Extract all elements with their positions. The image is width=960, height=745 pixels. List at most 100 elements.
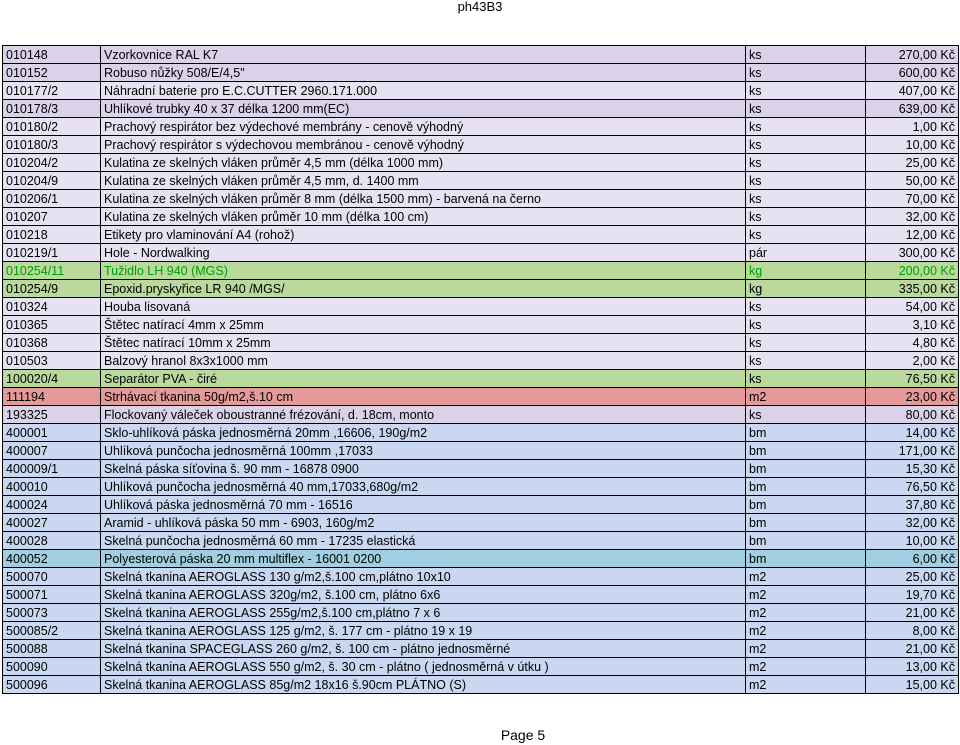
item-price-cell: 300,00 Kč (865, 243, 959, 262)
item-code-cell: 400007 (2, 441, 101, 460)
item-code-cell: 500073 (2, 603, 101, 622)
item-price-cell: 50,00 Kč (865, 171, 959, 190)
table-row: 400024 Uhlíková páska jednosměrná 70 mm -… (2, 495, 959, 514)
table-row: 010204/2 Kulatina ze skelných vláken prům… (2, 153, 959, 172)
table-row: 100020/4 Separátor PVA - čiré ks 76,50 Kč (2, 369, 959, 388)
item-unit-cell: ks (745, 297, 866, 316)
item-code-cell: 010180/3 (2, 135, 101, 154)
table-row: 010365 Štětec natírací 4mm x 25mm ks 3,10 K… (2, 315, 959, 334)
item-name-cell: Kulatina ze skelných vláken průměr 4,5 m… (100, 153, 746, 172)
item-name-cell: Skelná punčocha jednosměrná 60 mm - 1723… (100, 531, 746, 550)
item-unit-cell: ks (745, 189, 866, 208)
item-price-cell: 6,00 Kč (865, 549, 959, 568)
item-code-cell: 500070 (2, 567, 101, 586)
item-unit-cell: ks (745, 63, 866, 82)
item-price-cell: 21,00 Kč (865, 639, 959, 658)
table-row: 400010 Uhlíková punčocha jednosměrná 40 m… (2, 477, 959, 496)
item-unit-cell: ks (745, 81, 866, 100)
item-unit-cell: m2 (745, 639, 866, 658)
item-code-cell: 400027 (2, 513, 101, 532)
item-code-cell: 400024 (2, 495, 101, 514)
item-code-cell: 500085/2 (2, 621, 101, 640)
table-row: 010180/3 Prachový respirátor s výdechovou… (2, 135, 959, 154)
item-name-cell: Uhlíková punčocha jednosměrná 40 mm,1703… (100, 477, 746, 496)
item-price-cell: 32,00 Kč (865, 207, 959, 226)
item-name-cell: Skelná tkanina AEROGLASS 130 g/m2,š.100 … (100, 567, 746, 586)
item-price-cell: 2,00 Kč (865, 351, 959, 370)
table-row: 010254/9 Epoxid.pryskyřice LR 940 /MGS/kg… (2, 279, 959, 298)
table-row: 010324 Houba lisovaná ks 54,00 Kč (2, 297, 959, 316)
table-row: 010218 Etikety pro vlaminování A4 (rohož)… (2, 225, 959, 244)
item-unit-cell: kg (745, 261, 866, 280)
item-name-cell: Uhlíkové trubky 40 x 37 délka 1200 mm(EC… (100, 99, 746, 118)
item-price-cell: 171,00 Kč (865, 441, 959, 460)
item-unit-cell: m2 (745, 585, 866, 604)
item-unit-cell: bm (745, 549, 866, 568)
table-row: 010148 Vzorkovnice RAL K7 ks 270,00 Kč (2, 45, 959, 64)
item-code-cell: 010178/3 (2, 99, 101, 118)
item-name-cell: Polyesterová páska 20 mm multiflex - 160… (100, 549, 746, 568)
item-name-cell: Náhradní baterie pro E.C.CUTTER 2960.171… (100, 81, 746, 100)
item-price-cell: 23,00 Kč (865, 387, 959, 406)
item-name-cell: Strhávací tkanina 50g/m2,š.10 cm (100, 387, 746, 406)
item-unit-cell: m2 (745, 603, 866, 622)
item-unit-cell: ks (745, 207, 866, 226)
item-name-cell: Skelná tkanina AEROGLASS 85g/m2 18x16 š.… (100, 675, 746, 694)
table-row: 010219/1 Hole - Nordwalking pár 300,00 Kč (2, 243, 959, 262)
item-name-cell: Kulatina ze skelných vláken průměr 10 mm… (100, 207, 746, 226)
item-price-cell: 76,50 Kč (865, 477, 959, 496)
item-name-cell: Skelná tkanina AEROGLASS 320g/m2, š.100 … (100, 585, 746, 604)
item-unit-cell: ks (745, 369, 866, 388)
item-price-cell: 200,00 Kč (865, 261, 959, 280)
item-price-cell: 80,00 Kč (865, 405, 959, 424)
table-row: 010207 Kulatina ze skelných vláken průměr… (2, 207, 959, 226)
item-code-cell: 010254/11 (2, 261, 101, 280)
item-price-cell: 1,00 Kč (865, 117, 959, 136)
item-price-cell: 19,70 Kč (865, 585, 959, 604)
item-name-cell: Uhlíková punčocha jednosměrná 100mm ,170… (100, 441, 746, 460)
item-price-cell: 3,10 Kč (865, 315, 959, 334)
table-row: 400007 Uhlíková punčocha jednosměrná 100m… (2, 441, 959, 460)
item-unit-cell: m2 (745, 567, 866, 586)
item-code-cell: 500088 (2, 639, 101, 658)
item-code-cell: 400009/1 (2, 459, 101, 478)
item-unit-cell: ks (745, 405, 866, 424)
item-name-cell: Štětec natírací 4mm x 25mm (100, 315, 746, 334)
item-price-cell: 25,00 Kč (865, 153, 959, 172)
table-row: 400009/1 Skelná páska síťovina š. 90 mm -… (2, 459, 959, 478)
item-unit-cell: ks (745, 135, 866, 154)
item-code-cell: 010324 (2, 297, 101, 316)
item-code-cell: 010219/1 (2, 243, 101, 262)
item-unit-cell: bm (745, 423, 866, 442)
item-code-cell: 400001 (2, 423, 101, 442)
item-name-cell: Štětec natírací 10mm x 25mm (100, 333, 746, 352)
table-row: 400027 Aramid - uhlíková páska 50 mm - 69… (2, 513, 959, 532)
table-row: 400028 Skelná punčocha jednosměrná 60 mm … (2, 531, 959, 550)
item-unit-cell: ks (745, 351, 866, 370)
table-row: 010206/1 Kulatina ze skelných vláken prům… (2, 189, 959, 208)
table-row: 010503 Balzový hranol 8x3x1000 mm ks 2,00 K… (2, 351, 959, 370)
item-unit-cell: ks (745, 225, 866, 244)
item-unit-cell: bm (745, 513, 866, 532)
table-row: 500071 Skelná tkanina AEROGLASS 320g/m2, … (2, 585, 959, 604)
item-name-cell: Balzový hranol 8x3x1000 mm (100, 351, 746, 370)
item-price-cell: 12,00 Kč (865, 225, 959, 244)
table-row: 400052 Polyesterová páska 20 mm multiflex… (2, 549, 959, 568)
item-price-cell: 25,00 Kč (865, 567, 959, 586)
item-name-cell: Aramid - uhlíková páska 50 mm - 6903, 16… (100, 513, 746, 532)
item-unit-cell: ks (745, 45, 866, 64)
item-price-cell: 407,00 Kč (865, 81, 959, 100)
page-number: Page 5 (500, 727, 546, 743)
item-code-cell: 010254/9 (2, 279, 101, 298)
item-code-cell: 010368 (2, 333, 101, 352)
item-name-cell: Flockovaný váleček oboustranné frézování… (100, 405, 746, 424)
table-row: 010180/2 Prachový respirátor bez výdechov… (2, 117, 959, 136)
item-code-cell: 010204/2 (2, 153, 101, 172)
item-code-cell: 400052 (2, 549, 101, 568)
item-code-cell: 010152 (2, 63, 101, 82)
table-row: 111194 Strhávací tkanina 50g/m2,š.10 cm m2… (2, 387, 959, 406)
item-name-cell: Hole - Nordwalking (100, 243, 746, 262)
item-price-cell: 10,00 Kč (865, 135, 959, 154)
item-price-cell: 8,00 Kč (865, 621, 959, 640)
item-name-cell: Etikety pro vlaminování A4 (rohož) (100, 225, 746, 244)
